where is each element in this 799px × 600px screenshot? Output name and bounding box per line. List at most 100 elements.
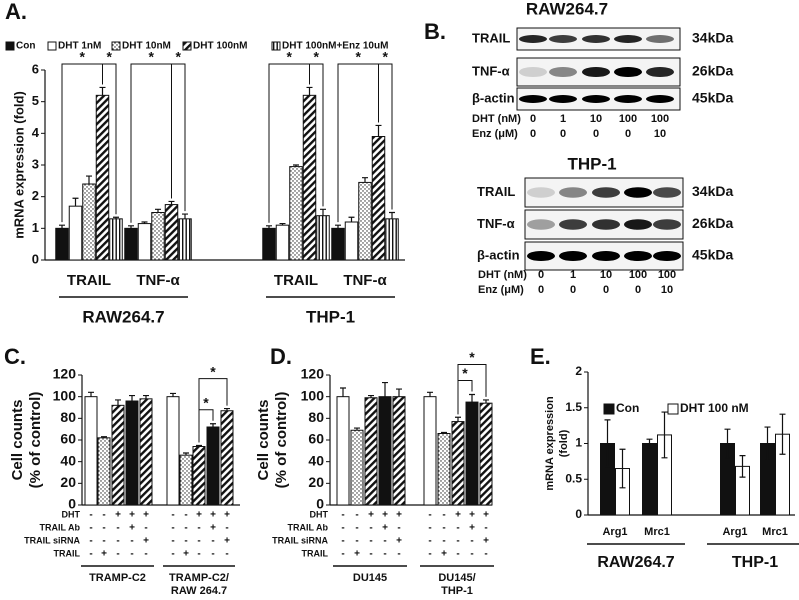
treatment-mark: - — [171, 536, 174, 547]
blot-title: THP-1 — [567, 154, 616, 173]
error-bar — [210, 423, 216, 427]
legend-label: DHT 100 nM — [680, 401, 749, 415]
bar — [55, 227, 69, 261]
error-bar — [279, 222, 286, 226]
y-tick-label: 1 — [575, 436, 582, 450]
x-tick-label: Mrc1 — [762, 526, 788, 538]
blot-band-label: β-actin — [472, 90, 515, 105]
bar — [206, 426, 220, 506]
treatment-mark: - — [89, 536, 92, 547]
error-bar — [455, 416, 461, 422]
treatment-mark: - — [225, 549, 228, 560]
bar — [124, 227, 138, 261]
treatment-label: TRAIL — [54, 548, 81, 558]
error-bar — [396, 388, 402, 397]
error-bar — [88, 391, 94, 397]
y-tick-label: 40 — [60, 452, 76, 468]
treatment-mark: - — [383, 536, 386, 547]
treatment-mark: + — [382, 510, 388, 521]
bar — [111, 404, 125, 506]
blot-band — [582, 35, 610, 43]
bar — [642, 443, 657, 516]
error-bar — [182, 213, 188, 219]
blot-band — [592, 250, 620, 262]
bar — [68, 205, 83, 261]
treatment-mark: + — [483, 510, 489, 521]
x-tick-label: Arg1 — [722, 526, 747, 538]
treatment-mark: + — [143, 536, 149, 547]
treatment-mark: - — [456, 536, 459, 547]
bar — [84, 396, 98, 506]
blot-band-label: TRAIL — [477, 184, 515, 199]
y-tick-label: 60 — [60, 431, 76, 447]
bar — [378, 396, 392, 506]
error-bar — [427, 391, 433, 397]
blot-band — [653, 219, 681, 230]
blot-row-value: 10 — [600, 269, 612, 281]
error-bar — [661, 411, 668, 459]
blot-row-value: 1 — [570, 269, 576, 281]
bar — [364, 397, 378, 506]
treatment-mark: - — [383, 549, 386, 560]
y-axis-label: mRNA expression (fold) — [11, 91, 26, 239]
bar — [302, 94, 317, 261]
treatment-mark: + — [469, 510, 475, 521]
group-label: THP-1 — [306, 307, 355, 326]
treatment-mark: - — [456, 523, 459, 534]
blot-row-label: Enz (μM) — [478, 284, 524, 296]
bar — [179, 454, 193, 506]
legend-marker — [182, 41, 192, 51]
treatment-mark: + — [129, 510, 135, 521]
treatment-mark: + — [483, 536, 489, 547]
error-bar — [739, 455, 746, 478]
error-bar — [469, 393, 475, 403]
treatment-mark: - — [484, 549, 487, 560]
blot-band — [527, 219, 555, 230]
treatment-label: DHT — [62, 509, 81, 519]
bar — [164, 204, 179, 261]
bar — [451, 421, 465, 506]
bar — [125, 400, 139, 506]
error-bar — [86, 175, 92, 184]
error-bar — [724, 428, 731, 459]
error-bar — [348, 216, 355, 222]
treatment-mark: - — [355, 523, 358, 534]
blot-band — [582, 95, 610, 103]
bar — [385, 218, 399, 261]
blot-band — [549, 35, 577, 43]
blot-row-label: Enz (μM) — [472, 128, 518, 140]
panel-label: C. — [4, 344, 26, 369]
treatment-mark: - — [116, 549, 119, 560]
error-bar — [389, 211, 395, 219]
blot-row-value: 0 — [625, 128, 631, 140]
y-tick-label: 0 — [68, 496, 76, 512]
treatment-mark: - — [369, 523, 372, 534]
treatment-mark: - — [197, 549, 200, 560]
legend-marker — [47, 41, 57, 51]
blot-size-label: 26kDa — [692, 215, 733, 231]
treatment-mark: - — [211, 536, 214, 547]
error-bar — [59, 224, 65, 229]
y-tick-label: 1.5 — [565, 400, 582, 414]
significance-bracket — [171, 63, 186, 212]
y-tick-label: 0 — [316, 496, 324, 512]
bar — [358, 181, 372, 261]
error-bar — [99, 86, 106, 96]
treatment-mark: - — [341, 549, 344, 560]
bar — [316, 215, 330, 261]
group-label: TRAMP-C2/ — [169, 572, 229, 584]
treatment-mark: + — [396, 536, 402, 547]
treatment-mark: - — [197, 523, 200, 534]
error-bar — [619, 448, 626, 489]
error-bar — [382, 381, 388, 397]
y-tick-label: 100 — [53, 387, 77, 403]
treatment-mark: - — [428, 536, 431, 547]
bar — [275, 224, 290, 261]
bar — [465, 401, 479, 506]
treatment-mark: - — [442, 523, 445, 534]
group-label: RAW264.7 — [82, 307, 164, 326]
blot-band — [549, 66, 577, 78]
blot-size-label: 45kDa — [692, 90, 733, 106]
treatment-mark: - — [184, 523, 187, 534]
significance-label: * — [176, 49, 182, 65]
